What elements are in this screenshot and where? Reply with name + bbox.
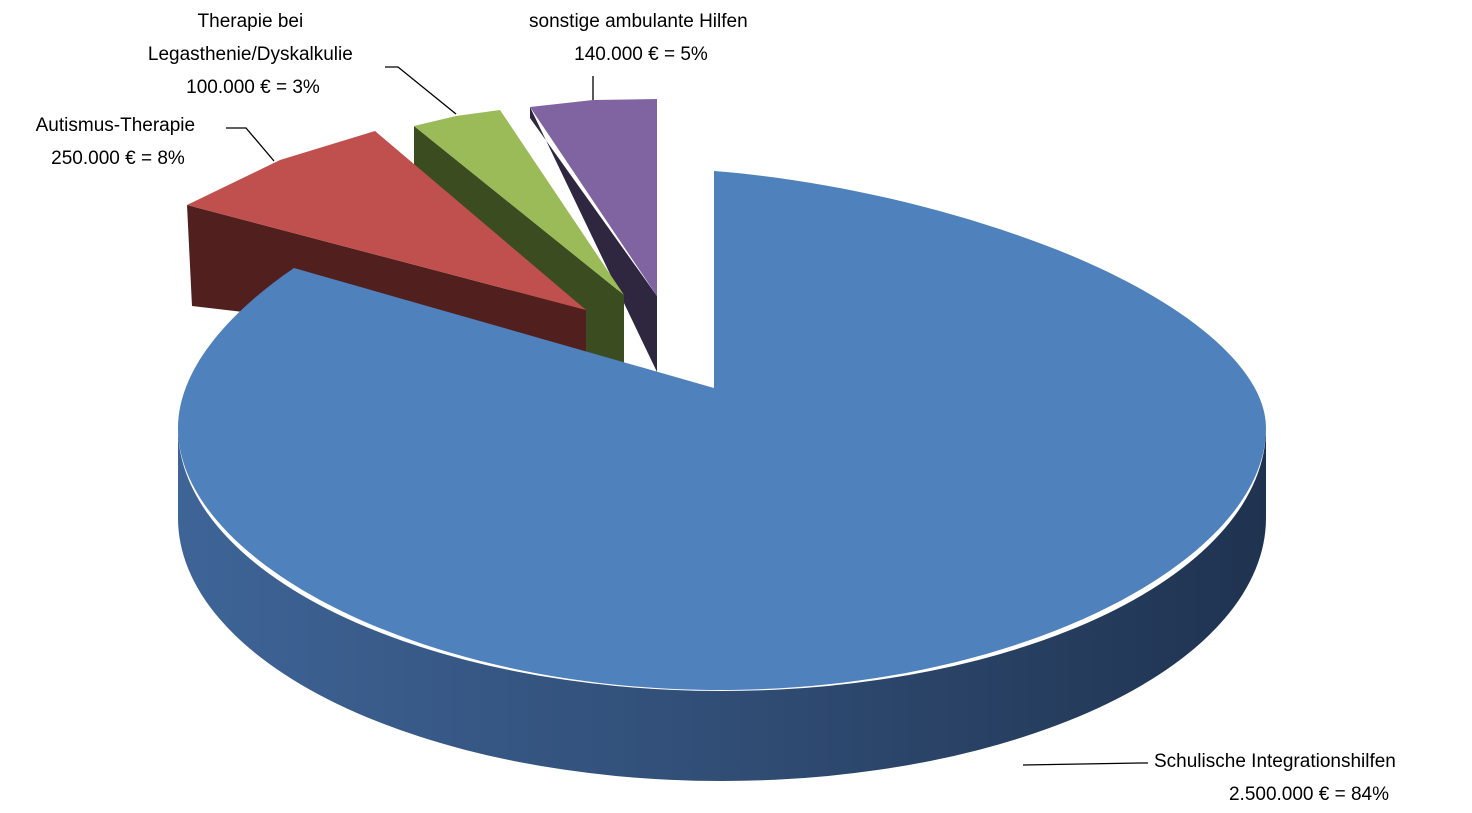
slice-value-schulische: 2.500.000 € = 84% xyxy=(1229,784,1389,805)
slice-label-legasthenie-line1: Therapie bei xyxy=(198,11,304,32)
slice-label-legasthenie-line2: Legasthenie/Dyskalkulie xyxy=(148,44,353,65)
slice-label-sonstige: sonstige ambulante Hilfen xyxy=(529,11,748,32)
slice-side xyxy=(178,428,1266,781)
svg-text:sonstige ambulante Hilfen: sonstige ambulante Hilfen 140.000 € = 5% xyxy=(529,11,753,65)
slice-top xyxy=(187,131,586,310)
leader-line-autismus xyxy=(226,127,275,162)
slice-side xyxy=(530,107,657,372)
slice-schulische-integrationshilfen xyxy=(178,171,1266,781)
slice-top xyxy=(178,171,1266,690)
svg-text:Schulische Integrationshilfen: Schulische Integrationshilfen 2.500.000 … xyxy=(1154,751,1401,805)
svg-text:Therapie bei Legasthenie/D: Therapie bei Legasthenie/Dyskalkulie 100… xyxy=(148,11,358,98)
leader-line-schulische xyxy=(1022,762,1148,766)
slice-sonstige-ambulante-hilfen xyxy=(530,99,657,372)
slice-label-autismus: Autismus-Therapie xyxy=(36,115,195,136)
leader-line-legasthenie xyxy=(385,66,457,115)
slice-label-schulische: Schulische Integrationshilfen xyxy=(1154,751,1396,772)
slice-value-legasthenie: 100.000 € = 3% xyxy=(186,77,320,98)
slice-top xyxy=(414,110,624,295)
slice-top xyxy=(530,99,657,296)
slice-value-autismus: 250.000 € = 8% xyxy=(51,148,185,169)
slice-value-sonstige: 140.000 € = 5% xyxy=(574,44,708,65)
svg-text:Autismus-Therapie 250.000: Autismus-Therapie 250.000 € = 8% xyxy=(36,115,201,169)
